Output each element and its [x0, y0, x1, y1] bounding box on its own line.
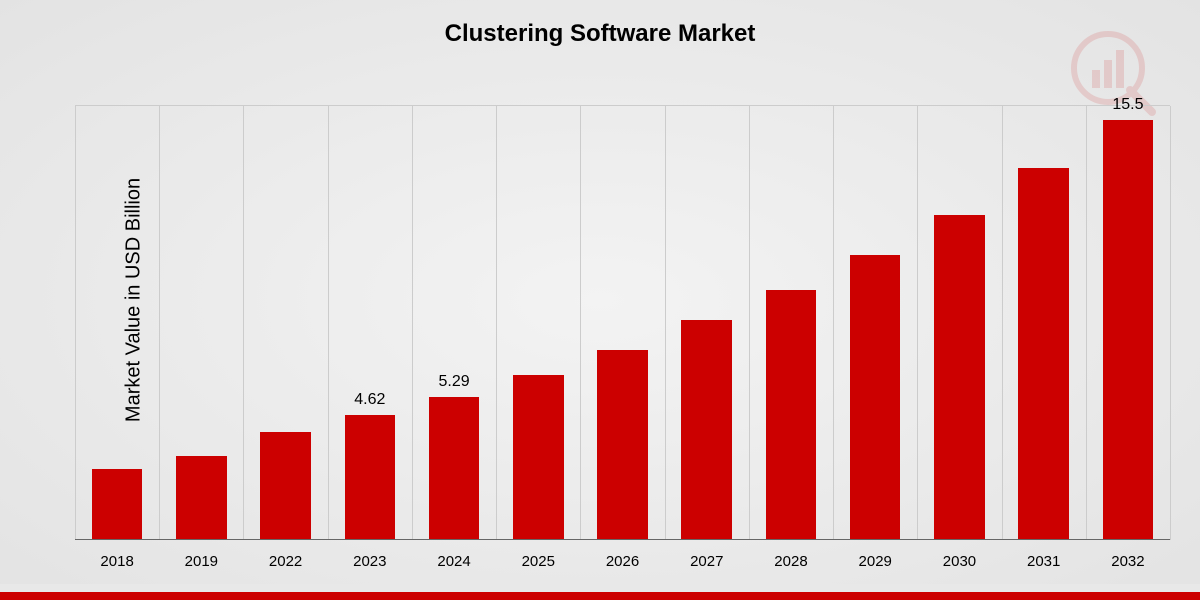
x-tick-label: 2030	[917, 553, 1001, 570]
gridline	[412, 106, 413, 540]
bar	[92, 469, 143, 540]
bar-slot	[496, 106, 580, 540]
bar-slot: 5.29	[412, 106, 496, 540]
gridline	[1002, 106, 1003, 540]
bar-slot	[917, 106, 1001, 540]
bar	[597, 350, 648, 540]
bar	[345, 415, 396, 540]
x-tick-label: 2029	[833, 553, 917, 570]
gridline	[580, 106, 581, 540]
bar	[681, 320, 732, 540]
x-tick-label: 2018	[75, 553, 159, 570]
x-tick-label: 2023	[328, 553, 412, 570]
bar-slot	[665, 106, 749, 540]
bar-slot	[749, 106, 833, 540]
x-tick-label: 2024	[412, 553, 496, 570]
bar	[176, 456, 227, 540]
bar	[1103, 120, 1154, 540]
footer-stripe-light	[0, 584, 1200, 592]
gridline	[496, 106, 497, 540]
gridline	[665, 106, 666, 540]
bar-slot	[833, 106, 917, 540]
bar-slot: 15.5	[1086, 106, 1170, 540]
x-tick-label: 2019	[159, 553, 243, 570]
gridline	[833, 106, 834, 540]
x-tick-label: 2032	[1086, 553, 1170, 570]
gridline	[75, 106, 76, 540]
bar-value-label: 4.62	[328, 391, 412, 409]
bar	[429, 397, 480, 540]
x-axis: 2018201920222023202420252026202720282029…	[75, 553, 1170, 570]
footer-stripe	[0, 592, 1200, 600]
x-tick-label: 2022	[243, 553, 327, 570]
gridline	[328, 106, 329, 540]
gridline	[1086, 106, 1087, 540]
bar-slot	[1002, 106, 1086, 540]
x-axis-line	[75, 539, 1170, 540]
bar-slot	[159, 106, 243, 540]
gridline	[917, 106, 918, 540]
x-tick-label: 2027	[665, 553, 749, 570]
gridline	[749, 106, 750, 540]
bar	[1018, 168, 1069, 540]
chart-container: Clustering Software Market Market Value …	[0, 0, 1200, 600]
plot-area: 4.625.29 15.5	[75, 105, 1170, 540]
x-tick-label: 2025	[496, 553, 580, 570]
bar-value-label: 5.29	[412, 373, 496, 391]
gridline	[159, 106, 160, 540]
bar	[850, 255, 901, 540]
gridline	[1170, 106, 1171, 540]
bar	[260, 432, 311, 541]
bars-wrap: 4.625.29 15.5	[75, 106, 1170, 540]
x-tick-label: 2028	[749, 553, 833, 570]
chart-title: Clustering Software Market	[0, 20, 1200, 48]
bar-slot	[580, 106, 664, 540]
bar	[934, 215, 985, 541]
x-tick-label: 2031	[1002, 553, 1086, 570]
gridline	[243, 106, 244, 540]
bar-slot	[75, 106, 159, 540]
bar-slot: 4.62	[328, 106, 412, 540]
bar	[513, 375, 564, 540]
x-tick-label: 2026	[580, 553, 664, 570]
bar	[766, 290, 817, 540]
bar-value-label: 15.5	[1086, 96, 1170, 114]
bar-slot	[243, 106, 327, 540]
